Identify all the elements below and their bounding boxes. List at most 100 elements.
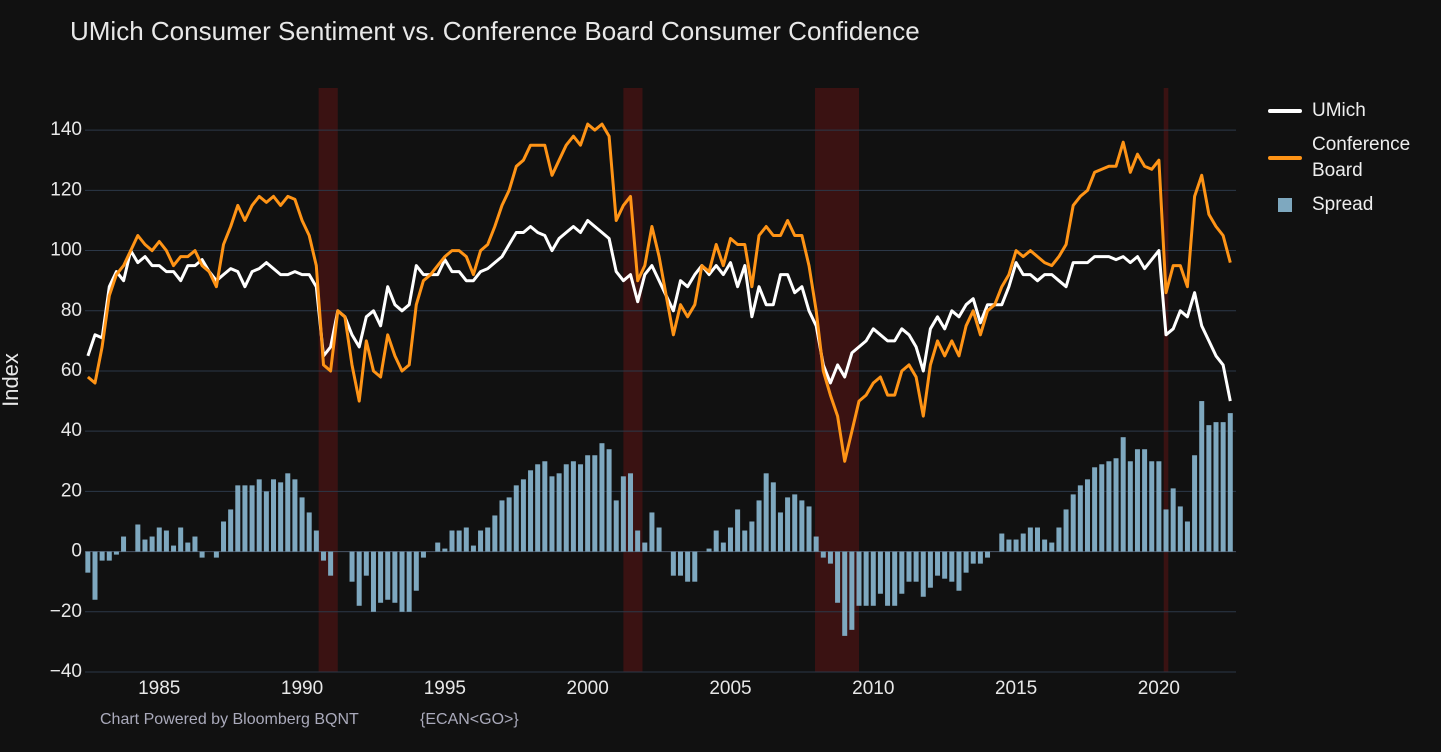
spread-bar bbox=[485, 527, 491, 552]
spread-bar bbox=[613, 500, 619, 552]
spread-bar bbox=[1035, 527, 1041, 552]
spread-bar bbox=[292, 479, 298, 552]
spread-bar bbox=[670, 551, 676, 576]
x-tick-label: 2015 bbox=[995, 678, 1037, 699]
spread-bar bbox=[356, 551, 362, 606]
spread-bar bbox=[299, 497, 305, 552]
spread-bar bbox=[735, 509, 741, 552]
spread-bar bbox=[849, 551, 855, 630]
spread-bar bbox=[535, 464, 541, 552]
spread-bar bbox=[492, 515, 498, 552]
legend-item[interactable]: Conference Board bbox=[1268, 132, 1428, 184]
series-line bbox=[86, 122, 1232, 463]
spread-bar bbox=[506, 497, 512, 552]
spread-bar bbox=[742, 530, 748, 552]
spread-bar bbox=[263, 491, 269, 552]
recession-band bbox=[318, 88, 338, 672]
y-tick-label: 0 bbox=[71, 541, 82, 562]
spread-bar bbox=[906, 551, 912, 582]
legend-item[interactable]: UMich bbox=[1268, 98, 1428, 124]
recession-band bbox=[623, 88, 643, 672]
y-tick-label: 140 bbox=[50, 119, 82, 140]
spread-bar bbox=[1142, 449, 1148, 552]
y-axis-label: Index bbox=[0, 353, 23, 407]
spread-bar bbox=[970, 551, 976, 564]
spread-bar bbox=[1084, 479, 1090, 552]
spread-bar bbox=[942, 551, 948, 579]
spread-bar bbox=[349, 551, 355, 582]
spread-bar bbox=[92, 551, 98, 600]
y-tick-label: 100 bbox=[50, 240, 82, 261]
spread-bar bbox=[1013, 539, 1019, 552]
spread-bar bbox=[570, 461, 576, 552]
spread-bar bbox=[435, 542, 441, 552]
spread-bar bbox=[813, 536, 819, 552]
spread-bar bbox=[977, 551, 983, 564]
spread-bar bbox=[221, 521, 227, 552]
spread-bar bbox=[228, 509, 234, 552]
spread-bar bbox=[1149, 461, 1155, 552]
spread-bar bbox=[156, 527, 162, 552]
spread-bar bbox=[456, 530, 462, 552]
legend-swatch bbox=[1268, 98, 1302, 124]
chart-title: UMich Consumer Sentiment vs. Conference … bbox=[70, 16, 920, 46]
spread-bar bbox=[1220, 422, 1226, 552]
spread-bar bbox=[1170, 488, 1176, 552]
legend-item[interactable]: Spread bbox=[1268, 192, 1428, 218]
spread-bar bbox=[370, 551, 376, 612]
spread-bar bbox=[1027, 527, 1033, 552]
spread-bar bbox=[1206, 425, 1212, 552]
spread-bar bbox=[520, 479, 526, 552]
spread-bar bbox=[135, 524, 141, 552]
spread-bar bbox=[806, 506, 812, 552]
spread-bar bbox=[563, 464, 569, 552]
spread-bar bbox=[1127, 461, 1133, 552]
spread-bar bbox=[528, 470, 534, 552]
spread-bar bbox=[642, 542, 648, 552]
spread-bar bbox=[656, 527, 662, 552]
spread-bar bbox=[199, 551, 205, 558]
spread-bar bbox=[1063, 509, 1069, 552]
spread-bar bbox=[320, 551, 326, 561]
spread-bar bbox=[306, 512, 312, 552]
spread-bar bbox=[820, 551, 826, 558]
spread-bar bbox=[599, 443, 605, 552]
spread-bar bbox=[720, 542, 726, 552]
x-tick-label: 2000 bbox=[567, 678, 609, 699]
spread-bar bbox=[677, 551, 683, 576]
spread-bar bbox=[649, 512, 655, 552]
legend-swatch bbox=[1268, 145, 1302, 171]
spread-bar bbox=[1070, 494, 1076, 552]
spread-bar bbox=[1213, 422, 1219, 552]
spread-bar bbox=[827, 551, 833, 564]
spread-bar bbox=[256, 479, 262, 552]
spread-bar bbox=[835, 551, 841, 603]
y-tick-label: 120 bbox=[50, 179, 82, 200]
spread-bar bbox=[863, 551, 869, 606]
spread-bar bbox=[478, 530, 484, 552]
spread-bar bbox=[149, 536, 155, 552]
spread-bar bbox=[842, 551, 848, 636]
spread-bar bbox=[1042, 539, 1048, 552]
recession-band bbox=[1163, 88, 1169, 672]
spread-bar bbox=[777, 512, 783, 552]
spread-bar bbox=[1192, 455, 1198, 552]
spread-bar bbox=[1227, 413, 1233, 552]
spread-bar bbox=[956, 551, 962, 591]
spread-bar bbox=[328, 551, 334, 576]
spread-bar bbox=[749, 521, 755, 552]
footer: Chart Powered by Bloomberg BQNT bbox=[100, 711, 359, 728]
footer-code: {ECAN<GO>} bbox=[420, 711, 519, 728]
spread-bar bbox=[1199, 401, 1205, 552]
spread-bar bbox=[499, 500, 505, 552]
spread-bar bbox=[620, 476, 626, 552]
spread-bar bbox=[606, 449, 612, 552]
spread-bar bbox=[185, 542, 191, 552]
y-tick-label: −40 bbox=[50, 661, 82, 682]
legend-label: Spread bbox=[1312, 194, 1374, 215]
spread-bar bbox=[442, 548, 448, 552]
y-tick-label: 40 bbox=[61, 420, 82, 441]
spread-bar bbox=[685, 551, 691, 582]
